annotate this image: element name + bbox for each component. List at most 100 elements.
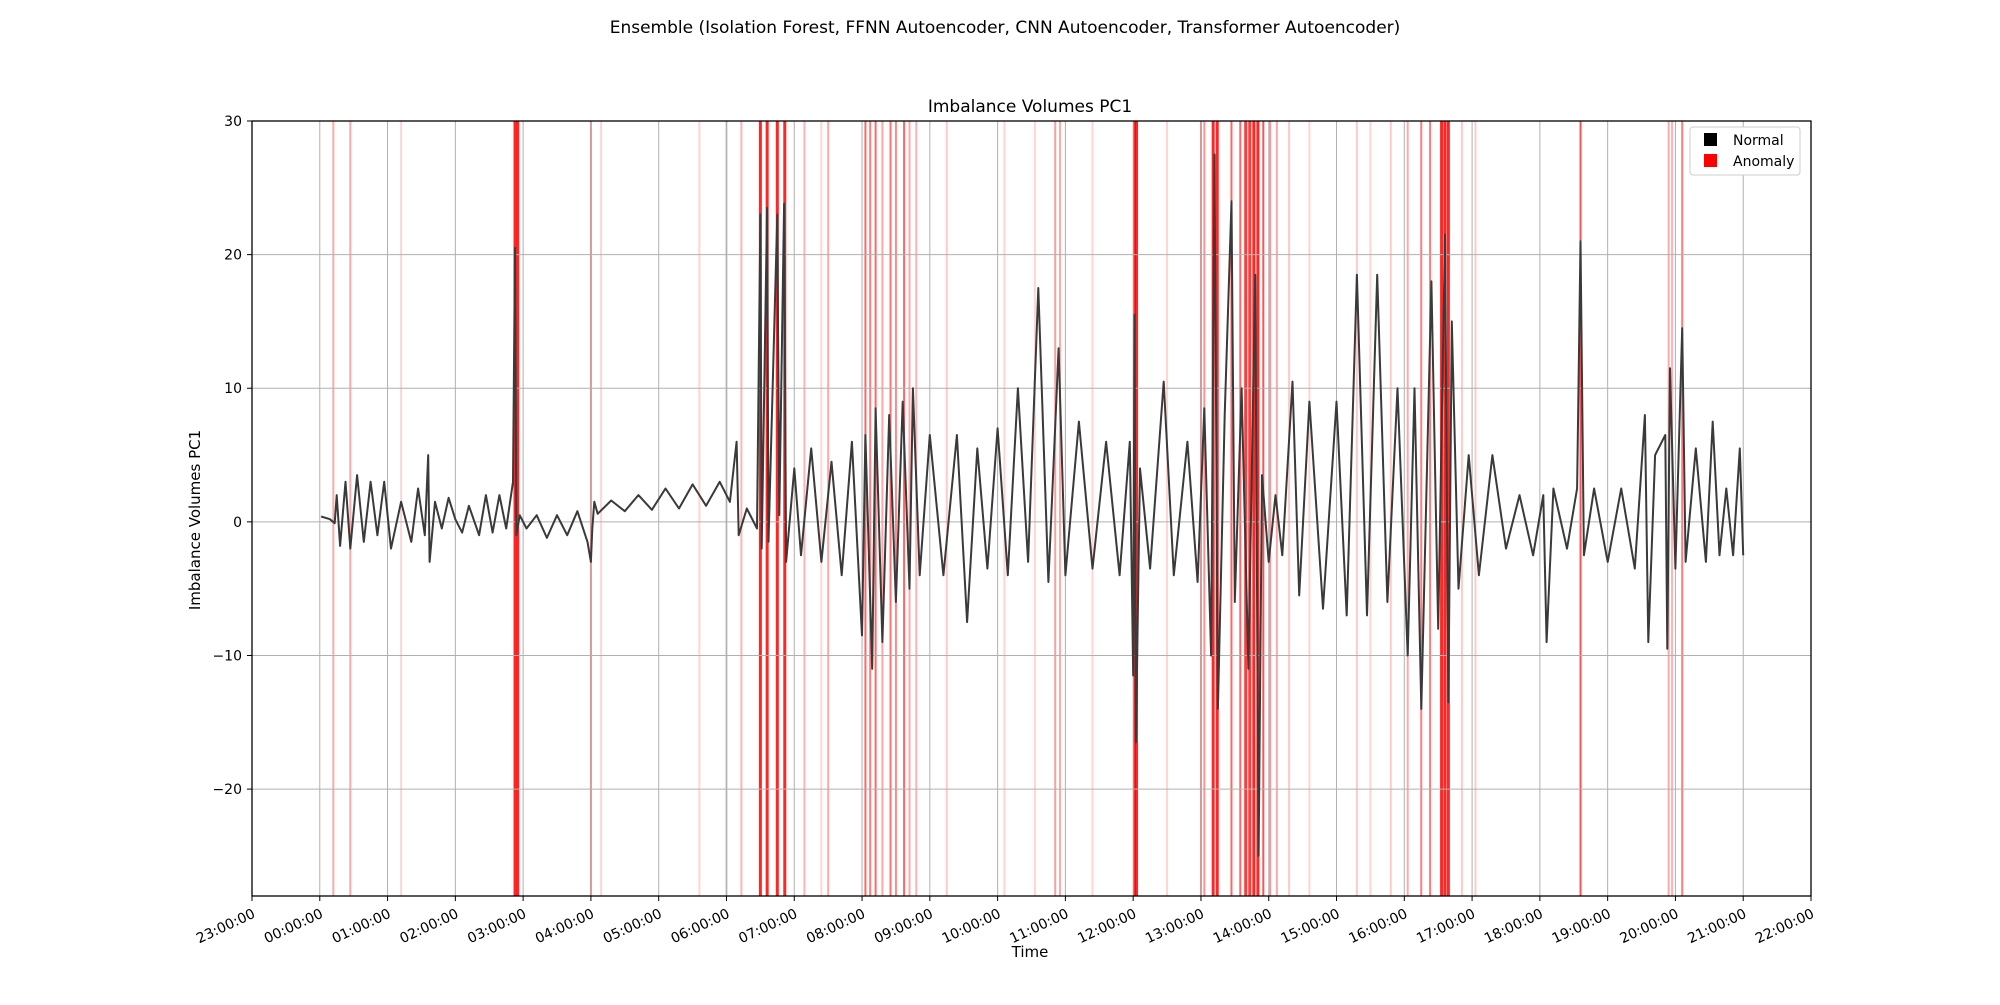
y-axis-label: Imbalance Volumes PC1	[186, 430, 204, 610]
x-tick-label: 12:00:00	[1075, 906, 1139, 947]
anomaly-band	[889, 121, 892, 896]
anomaly-band	[1389, 121, 1392, 896]
anomaly-band	[1429, 121, 1432, 896]
y-tick-label: 0	[233, 515, 242, 531]
anomaly-band	[758, 121, 762, 896]
anomaly-band	[1440, 121, 1444, 896]
anomaly-band	[1252, 121, 1256, 896]
legend-label-normal: Normal	[1733, 133, 1784, 149]
anomaly-band	[513, 121, 517, 896]
x-tick-label: 13:00:00	[1143, 906, 1207, 947]
anomaly-band	[400, 121, 403, 896]
x-tick-label: 17:00:00	[1414, 906, 1478, 947]
anomaly-band	[775, 121, 779, 896]
anomaly-band	[1420, 121, 1423, 896]
x-tick-label: 04:00:00	[533, 906, 597, 947]
x-tick-label: 22:00:00	[1753, 906, 1817, 947]
data-series	[320, 153, 1745, 857]
x-tick-label: 23:00:00	[194, 906, 258, 947]
chart-title: Imbalance Volumes PC1	[928, 97, 1132, 117]
x-tick-label: 00:00:00	[262, 906, 326, 947]
x-tick-label: 16:00:00	[1346, 906, 1410, 947]
anomaly-band	[869, 121, 872, 896]
anomaly-band	[1033, 121, 1036, 896]
x-tick-label: 09:00:00	[872, 906, 936, 947]
anomaly-band	[1355, 121, 1358, 896]
anomaly-band	[1058, 121, 1061, 896]
legend-swatch-normal	[1704, 133, 1717, 146]
anomaly-band	[894, 121, 897, 896]
anomaly-band	[1244, 121, 1248, 896]
anomaly-band	[1269, 121, 1272, 896]
anomaly-band	[945, 121, 948, 896]
y-tick-label: −10	[212, 648, 242, 664]
x-tick-label: 02:00:00	[397, 906, 461, 947]
anomaly-band	[1203, 121, 1206, 896]
anomaly-band	[1443, 121, 1447, 896]
x-tick-label: 11:00:00	[1007, 906, 1071, 947]
anomaly-band	[908, 121, 911, 896]
legend-label-anomaly: Anomaly	[1733, 154, 1794, 170]
y-tick-label: 20	[224, 248, 242, 264]
anomaly-band	[1239, 121, 1242, 896]
anomaly-band	[803, 121, 806, 896]
x-axis-label: Time	[1011, 943, 1049, 961]
anomaly-band	[1003, 121, 1006, 896]
anomaly-band	[1308, 121, 1311, 896]
x-tick-label: 06:00:00	[669, 906, 733, 947]
anomaly-band	[1256, 121, 1260, 896]
x-tick-label: 21:00:00	[1685, 906, 1749, 947]
anomaly-band	[1054, 121, 1057, 896]
anomaly-band	[1262, 121, 1265, 896]
anomaly-band	[1135, 121, 1139, 896]
x-tick-label: 03:00:00	[465, 906, 529, 947]
anomaly-bands	[332, 121, 1684, 896]
anomaly-band	[765, 121, 769, 896]
anomaly-band	[874, 121, 877, 896]
anomaly-band	[600, 121, 603, 896]
x-tick-label: 07:00:00	[736, 906, 800, 947]
anomaly-band	[783, 121, 787, 896]
x-tick-label: 10:00:00	[940, 906, 1004, 947]
anomaly-band	[1091, 121, 1094, 896]
y-tick-label: −20	[212, 782, 242, 798]
anomaly-band	[881, 121, 884, 896]
anomaly-band	[1681, 121, 1684, 896]
anomaly-band	[1460, 121, 1463, 896]
x-tick-label: 14:00:00	[1211, 906, 1275, 947]
anomaly-band	[332, 121, 335, 896]
anomaly-band	[349, 121, 352, 896]
anomaly-band	[1474, 121, 1477, 896]
plot-frame	[251, 120, 1812, 897]
anomaly-band	[698, 121, 701, 896]
anomaly-band	[1446, 121, 1450, 896]
y-tick-label: 30	[224, 114, 242, 130]
anomaly-band	[516, 121, 520, 896]
legend-box	[1689, 126, 1801, 176]
x-tick-label: 18:00:00	[1482, 906, 1546, 947]
x-tick-label: 15:00:00	[1279, 906, 1343, 947]
legend-swatch-anomaly	[1704, 154, 1717, 167]
legend: Normal Anomaly	[1689, 126, 1801, 176]
anomaly-band	[1211, 121, 1215, 896]
anomaly-band	[1230, 121, 1233, 896]
anomaly-band	[864, 121, 867, 896]
y-tick-label: 10	[224, 381, 242, 397]
x-tick-label: 19:00:00	[1550, 906, 1614, 947]
anomaly-band	[903, 121, 906, 896]
anomaly-band	[1579, 121, 1582, 896]
anomaly-band	[1671, 121, 1674, 896]
series-line	[320, 153, 1745, 857]
anomaly-band	[1166, 121, 1169, 896]
anomaly-band	[1248, 121, 1252, 896]
figure-suptitle: Ensemble (Isolation Forest, FFNN Autoenc…	[610, 18, 1401, 38]
anomaly-band	[915, 121, 918, 896]
x-tick-label: 20:00:00	[1618, 906, 1682, 947]
anomaly-band	[827, 121, 830, 896]
anomaly-band	[740, 121, 743, 896]
grid-lines	[251, 120, 1812, 896]
x-tick-label: 05:00:00	[601, 906, 665, 947]
x-tick-label: 08:00:00	[804, 906, 868, 947]
anomaly-band	[820, 121, 823, 896]
